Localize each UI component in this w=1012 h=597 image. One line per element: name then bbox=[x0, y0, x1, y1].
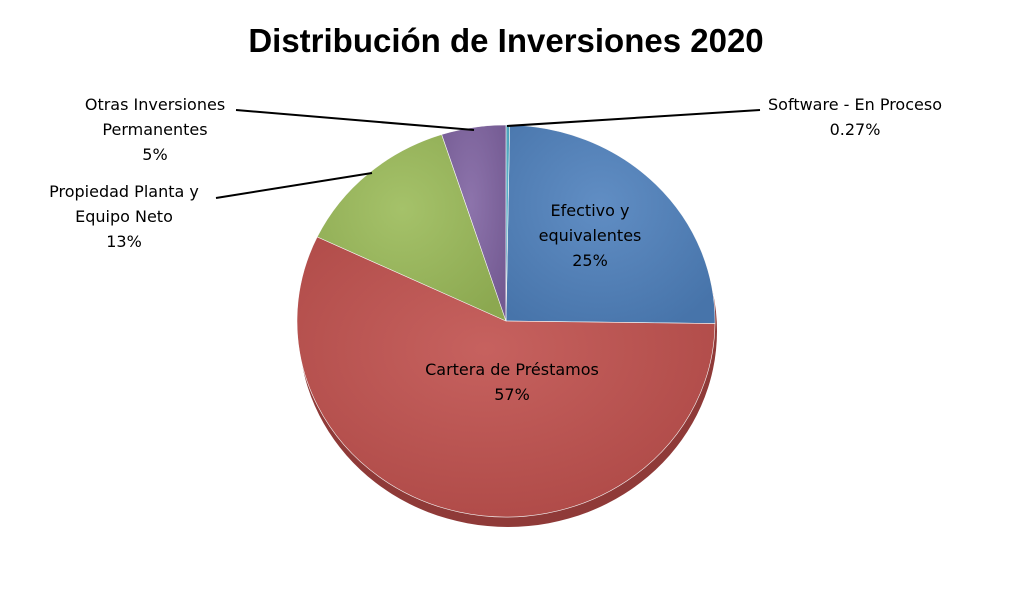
data-label-line: Cartera de Préstamos bbox=[425, 360, 599, 379]
slice-shading-cartera-de-prestamos bbox=[297, 236, 715, 517]
data-label-otras-inversiones-permanentes: Otras Inversiones Permanentes 5% bbox=[85, 95, 225, 164]
slice-labels: Efectivo y equivalentes 25% Cartera de Prés… bbox=[49, 95, 942, 404]
data-label-line: 57% bbox=[494, 385, 530, 404]
leader-line-otras-inversiones-permanentes bbox=[235, 109, 475, 131]
data-label-software-en-proceso: Software - En Proceso 0.27% bbox=[768, 95, 942, 139]
slice-shading-otras-inversiones-permanentes bbox=[441, 125, 507, 321]
slice-shading-propiedad-planta-y-equipo-neto bbox=[317, 134, 506, 321]
data-label-line: Propiedad Planta y bbox=[49, 182, 199, 201]
leader-line-software-en-proceso bbox=[506, 109, 761, 127]
data-label-line: 0.27% bbox=[830, 120, 881, 139]
data-label-line: Permanentes bbox=[102, 120, 207, 139]
data-label-line: 25% bbox=[572, 251, 608, 270]
slice-shading-software-en-proceso bbox=[506, 125, 510, 321]
data-label-line: Otras Inversiones bbox=[85, 95, 225, 114]
data-label-line: equivalentes bbox=[539, 226, 642, 245]
data-label-propiedad-planta-y-equipo-neto: Propiedad Planta y Equipo Neto 13% bbox=[49, 182, 199, 251]
data-label-line: 5% bbox=[142, 145, 167, 164]
data-label-line: Equipo Neto bbox=[75, 207, 173, 226]
data-label-cartera-de-prestamos: Cartera de Préstamos 57% bbox=[425, 360, 599, 404]
slice-shading-efectivo-y-equivalentes bbox=[506, 125, 715, 324]
leader-lines bbox=[215, 109, 761, 199]
data-label-efectivo-y-equivalentes: Efectivo y equivalentes 25% bbox=[539, 201, 642, 270]
data-label-line: 13% bbox=[106, 232, 142, 251]
chart-title: Distribución de Inversiones 2020 bbox=[248, 22, 763, 59]
data-label-line: Efectivo y bbox=[551, 201, 630, 220]
data-label-line: Software - En Proceso bbox=[768, 95, 942, 114]
pie-slices bbox=[296, 124, 716, 518]
leader-line-propiedad-planta-y-equipo-neto bbox=[215, 172, 373, 199]
